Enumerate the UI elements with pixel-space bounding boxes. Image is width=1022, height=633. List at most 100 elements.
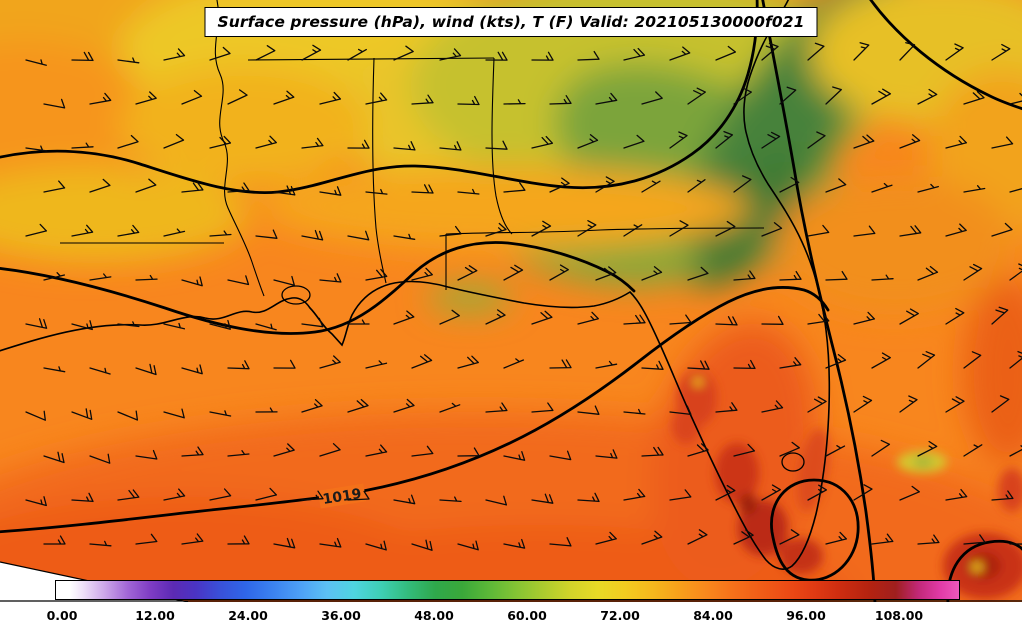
wind-barb — [807, 484, 828, 501]
wind-barb — [641, 180, 661, 193]
wind-barb — [807, 396, 827, 413]
wind-barb — [779, 270, 802, 281]
wind-barb — [623, 314, 646, 325]
wind-barb — [393, 398, 415, 413]
wind-barb — [1009, 543, 1022, 545]
wind-barb — [485, 309, 506, 325]
wind-barb — [439, 402, 461, 413]
temperature-region — [998, 468, 1022, 512]
wind-barb — [623, 408, 646, 415]
temperature-hotspot-layer — [672, 370, 1022, 599]
temperature-region — [672, 408, 700, 444]
wind-barb — [853, 42, 870, 61]
wind-barb — [227, 450, 250, 457]
wind-barb — [227, 182, 250, 193]
wind-barb — [963, 444, 983, 457]
wind-barb — [365, 188, 388, 195]
wind-barb — [135, 449, 158, 460]
colorbar-label-strip: 0.00 12.00 24.00 36.00 48.00 60.00 72.00 84.00 9… — [0, 602, 1022, 633]
wind-barb — [963, 534, 986, 545]
wind-barb — [991, 306, 1009, 325]
colorbar-tick-label: 0.00 — [46, 608, 78, 623]
wind-barb — [577, 50, 600, 61]
wind-barb — [43, 535, 66, 545]
wind-barb — [963, 185, 986, 193]
wind-barb — [319, 273, 342, 283]
wind-barb — [963, 90, 985, 105]
temperature-region — [739, 493, 757, 515]
wind-barb — [273, 90, 295, 105]
wind-barb — [365, 268, 388, 281]
wind-barb — [255, 135, 277, 149]
wind-barb — [531, 310, 553, 325]
wind-barb — [917, 183, 939, 193]
wind-barb — [227, 360, 250, 370]
wind-barb — [963, 263, 983, 281]
wind-barb — [117, 489, 140, 501]
wind-barb — [503, 451, 526, 461]
wind-barb — [917, 265, 939, 281]
temperature-region — [120, 65, 370, 185]
wind-barb — [411, 354, 433, 369]
wind-barb — [715, 45, 737, 61]
temperature-region — [686, 148, 810, 288]
colorbar-tick-label: 24.00 — [228, 608, 268, 623]
wind-barb — [687, 443, 709, 457]
wind-barb — [687, 266, 709, 281]
wind-barb — [531, 51, 554, 61]
wind-barb — [733, 270, 756, 281]
wind-barb — [209, 319, 231, 330]
wind-barb — [577, 492, 600, 503]
wind-barb — [1009, 92, 1022, 105]
wind-barb — [43, 272, 66, 281]
wind-barb — [347, 319, 370, 325]
wind-barb — [991, 136, 1014, 149]
wind-barb — [43, 451, 65, 464]
wind-barb — [807, 42, 825, 61]
wind-barb — [209, 230, 232, 237]
wind-barb — [25, 223, 48, 237]
wind-barb — [807, 131, 826, 149]
wind-barb — [273, 443, 295, 457]
wind-barb — [117, 321, 140, 328]
wind-barb — [779, 357, 802, 369]
isobar-layer: 1019 — [0, 0, 1022, 602]
wind-barb — [439, 141, 462, 151]
wind-barb — [595, 449, 618, 459]
wind-barb — [273, 537, 296, 549]
wind-barb — [669, 405, 692, 416]
wind-barb — [623, 224, 643, 237]
wind-barb — [991, 395, 1010, 413]
wind-barb — [825, 445, 846, 457]
wind-barb — [917, 534, 940, 545]
map-title-box: Surface pressure (hPa), wind (kts), T (F… — [204, 7, 818, 37]
wind-barb — [1009, 263, 1022, 281]
wind-barb — [899, 308, 919, 325]
pressure-isobar — [770, 478, 860, 582]
state-border — [247, 57, 495, 61]
wind-barb — [945, 135, 968, 149]
wind-barb — [687, 87, 706, 105]
wind-barb — [577, 134, 599, 149]
wind-barb — [595, 360, 618, 369]
wind-barb — [687, 179, 706, 193]
wind-barb — [301, 317, 324, 328]
pressure-isobar — [0, 241, 636, 335]
wind-barb — [853, 134, 875, 149]
wind-barb — [209, 46, 231, 61]
wind-barb — [871, 439, 891, 457]
wind-barb — [89, 367, 111, 375]
wind-barb — [715, 316, 738, 326]
wind-barb — [227, 275, 250, 286]
wind-barb — [319, 186, 342, 196]
wind-barb — [255, 323, 277, 331]
wind-barb — [825, 270, 848, 281]
wind-barb — [733, 87, 752, 105]
wind-barb — [779, 176, 800, 193]
wind-barb — [439, 48, 462, 61]
wind-barb — [43, 98, 66, 109]
wind-barb — [485, 222, 507, 237]
colorbar-tick-label: 72.00 — [600, 608, 640, 623]
colorbar-gradient — [55, 580, 960, 600]
